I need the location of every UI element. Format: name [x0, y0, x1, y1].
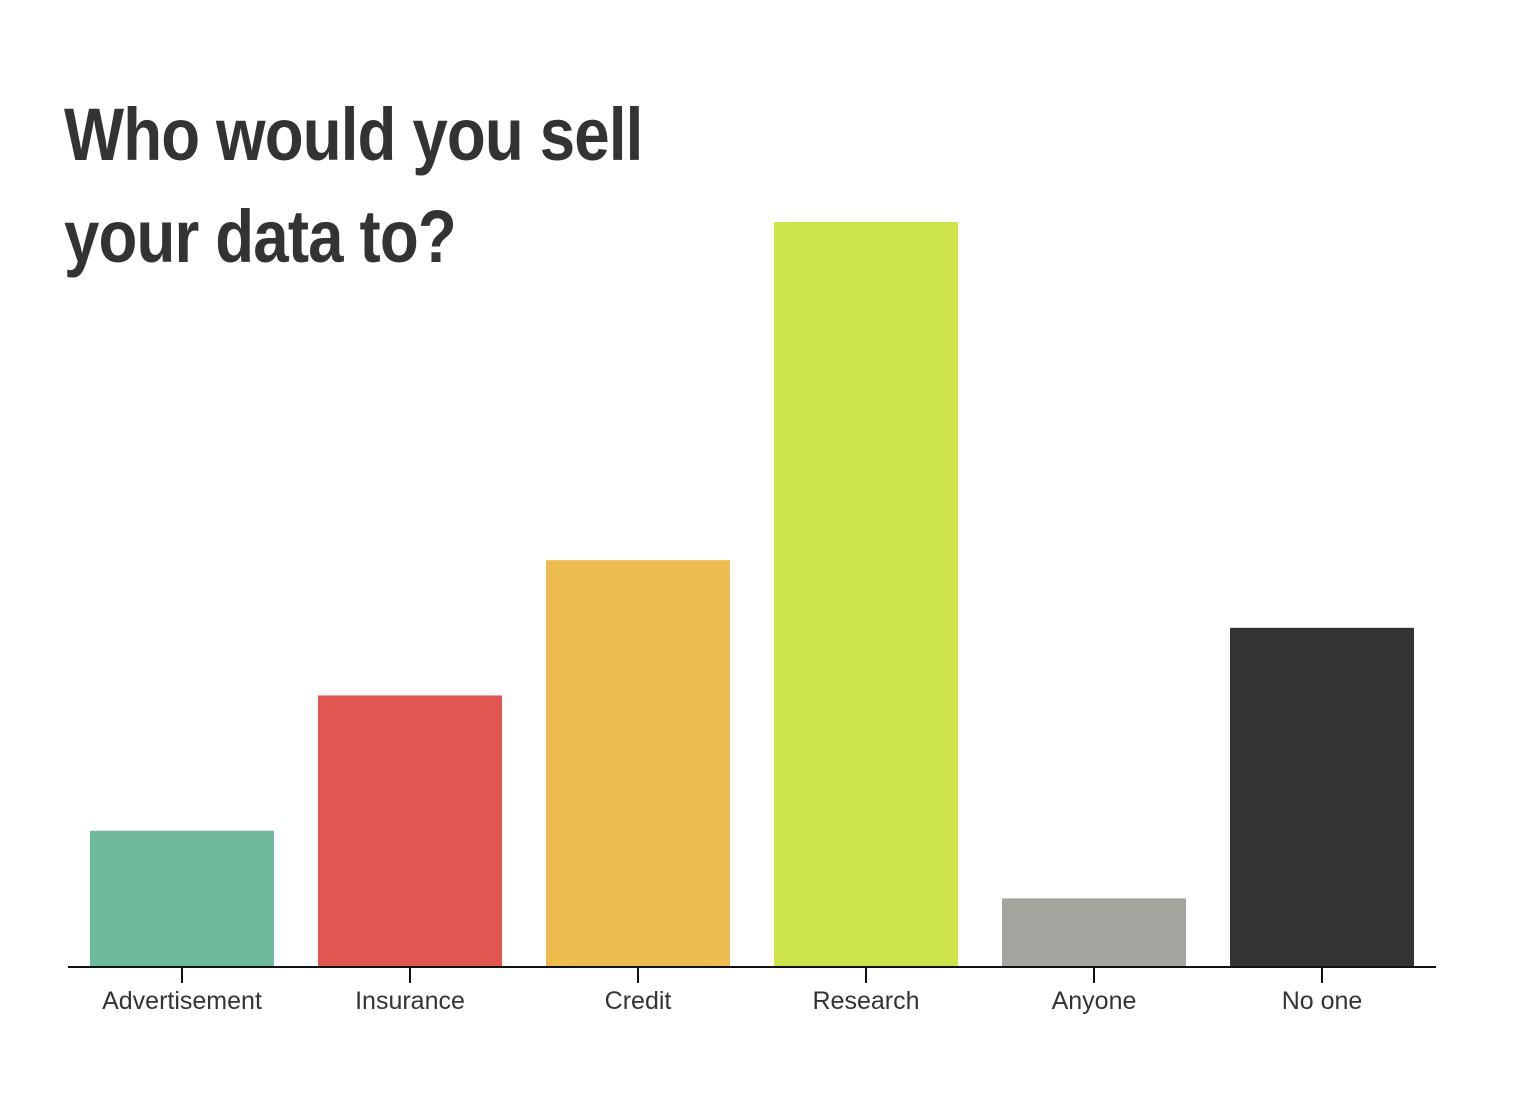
bar-research [774, 222, 958, 966]
bar-credit [546, 560, 730, 966]
x-tick-label: No one [1282, 987, 1363, 1015]
bar-no-one [1230, 627, 1414, 966]
bars-group [90, 222, 1414, 966]
bar-advertisement [90, 830, 274, 966]
x-tick-label: Research [813, 987, 920, 1015]
x-axis-ticks [181, 966, 1323, 983]
bar-anyone [1002, 898, 1186, 966]
chart-title: Who would you sell your data to? [64, 93, 643, 278]
x-tick-label: Insurance [355, 987, 465, 1015]
x-axis-labels: Advertisement Insurance Credit Research Anyo… [102, 987, 1362, 1015]
x-tick-label: Credit [605, 987, 672, 1015]
bar-insurance [318, 695, 502, 966]
x-tick-label: Anyone [1052, 987, 1137, 1015]
x-tick-label: Advertisement [102, 987, 262, 1015]
